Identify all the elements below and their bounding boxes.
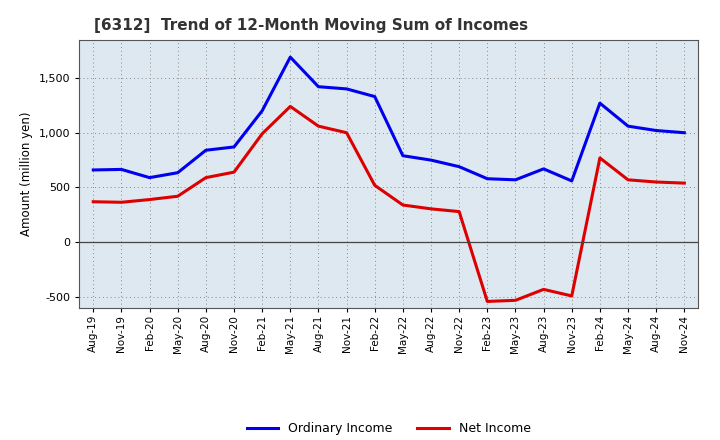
Net Income (342, 130, 351, 136)
Net Income (455, 209, 464, 214)
Net Income (595, 155, 604, 161)
Net Income (230, 169, 238, 175)
Ordinary Income (342, 86, 351, 92)
Line: Net Income: Net Income (94, 106, 684, 301)
Net Income (539, 287, 548, 292)
Net Income (258, 131, 266, 136)
Ordinary Income (202, 147, 210, 153)
Net Income (314, 124, 323, 129)
Text: [6312]  Trend of 12-Month Moving Sum of Incomes: [6312] Trend of 12-Month Moving Sum of I… (94, 18, 528, 33)
Net Income (174, 194, 182, 199)
Ordinary Income (652, 128, 660, 133)
Ordinary Income (174, 170, 182, 176)
Net Income (483, 299, 492, 304)
Net Income (567, 293, 576, 299)
Net Income (145, 197, 154, 202)
Ordinary Income (258, 108, 266, 114)
Ordinary Income (624, 124, 632, 129)
Net Income (117, 200, 126, 205)
Ordinary Income (567, 178, 576, 183)
Ordinary Income (399, 153, 408, 158)
Ordinary Income (483, 176, 492, 181)
Ordinary Income (286, 55, 294, 60)
Ordinary Income (511, 177, 520, 183)
Ordinary Income (427, 158, 436, 163)
Ordinary Income (455, 164, 464, 169)
Ordinary Income (314, 84, 323, 89)
Net Income (652, 180, 660, 185)
Ordinary Income (145, 175, 154, 180)
Line: Ordinary Income: Ordinary Income (94, 57, 684, 181)
Net Income (202, 175, 210, 180)
Net Income (399, 202, 408, 208)
Net Income (89, 199, 98, 204)
Net Income (370, 183, 379, 188)
Ordinary Income (595, 100, 604, 106)
Ordinary Income (117, 167, 126, 172)
Ordinary Income (539, 166, 548, 172)
Net Income (511, 298, 520, 303)
Ordinary Income (89, 167, 98, 172)
Ordinary Income (680, 130, 688, 136)
Net Income (624, 177, 632, 183)
Net Income (680, 180, 688, 186)
Ordinary Income (370, 94, 379, 99)
Net Income (286, 104, 294, 109)
Y-axis label: Amount (million yen): Amount (million yen) (20, 112, 33, 236)
Net Income (427, 206, 436, 212)
Ordinary Income (230, 144, 238, 150)
Legend: Ordinary Income, Net Income: Ordinary Income, Net Income (240, 416, 537, 440)
